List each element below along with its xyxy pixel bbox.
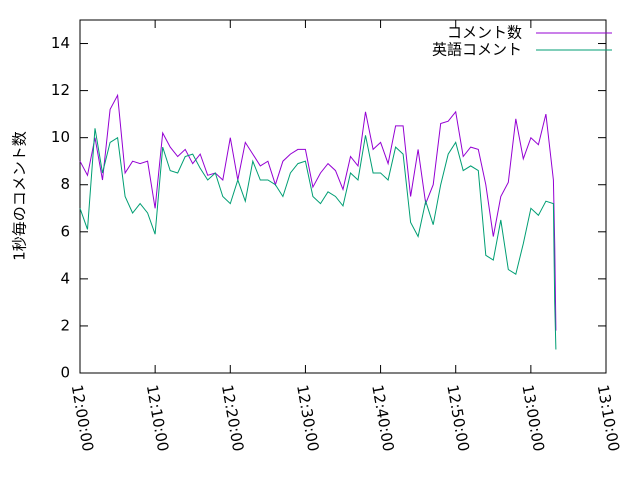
legend-label: コメント数	[447, 24, 522, 42]
y-tick-label: 4	[60, 269, 70, 287]
legend-label: 英語コメント	[432, 41, 522, 59]
y-tick-label: 2	[60, 316, 70, 334]
x-tick-label: 12:30:00	[293, 383, 322, 452]
x-tick-label: 13:10:00	[594, 383, 623, 452]
x-tick-label: 12:40:00	[368, 383, 397, 452]
y-tick-label: 10	[51, 128, 70, 146]
y-tick-label: 14	[51, 34, 70, 52]
x-tick-label: 12:50:00	[443, 383, 472, 452]
y-axis-label: 1秒毎のコメント数	[11, 131, 29, 261]
series-line	[79, 128, 557, 350]
plot-frame	[79, 19, 607, 374]
y-tick-label: 8	[60, 175, 70, 193]
x-tick-label: 12:20:00	[218, 383, 247, 452]
x-tick-label: 12:00:00	[68, 383, 97, 452]
x-tick-label: 13:00:00	[518, 383, 547, 452]
y-tick-label: 6	[60, 222, 70, 240]
x-tick-label: 12:10:00	[143, 383, 172, 452]
y-tick-label: 12	[51, 81, 70, 99]
y-tick-label: 0	[60, 364, 70, 382]
series-line	[79, 93, 557, 331]
